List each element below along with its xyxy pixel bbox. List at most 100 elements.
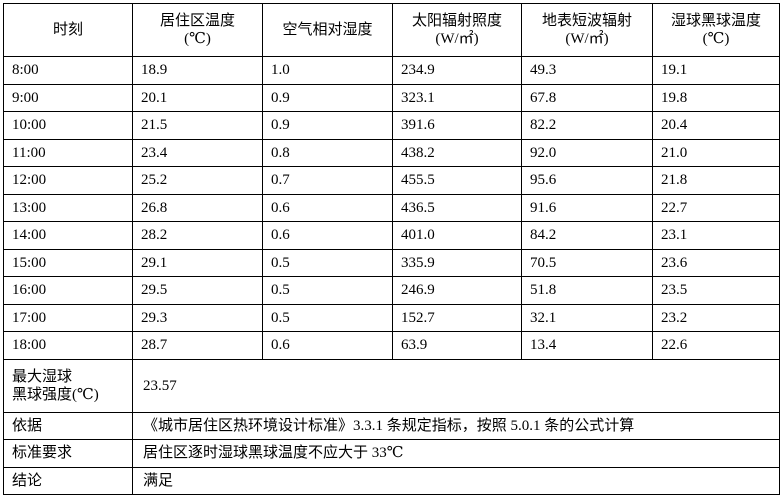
- table-cell: 0.6: [262, 193, 393, 222]
- header-cell: 湿球黑球温度 (℃): [652, 3, 780, 57]
- table-cell: 0.5: [262, 248, 393, 277]
- table-row: 13:00 26.8 0.6 436.5 91.6 22.7: [3, 193, 780, 222]
- summary-value: 《城市居住区热环境设计标准》3.3.1 条规定指标，按照 5.0.1 条的公式计…: [132, 411, 780, 440]
- table-cell: 455.5: [392, 166, 522, 195]
- table-cell: 246.9: [392, 276, 522, 305]
- table-cell: 67.8: [521, 83, 653, 112]
- table-cell: 29.5: [132, 276, 263, 305]
- table-cell: 335.9: [392, 248, 522, 277]
- table-cell: 22.6: [652, 331, 780, 360]
- table-cell: 28.7: [132, 331, 263, 360]
- cell-text: 时刻: [52, 22, 83, 38]
- table-cell: 21.0: [652, 138, 780, 167]
- cell-text: (W/㎡): [435, 31, 479, 47]
- summary-row: 依据 《城市居住区热环境设计标准》3.3.1 条规定指标，按照 5.0.1 条的公…: [3, 411, 780, 440]
- table-cell: 23.6: [652, 248, 780, 277]
- table-body: 8:00 18.9 1.0 234.9 49.3 19.1 9:00 20.1 0.9 323.1…: [3, 56, 780, 495]
- summary-label: 标准要求: [3, 439, 133, 468]
- table-cell: 25.2: [132, 166, 263, 195]
- table-row: 11:00 23.4 0.8 438.2 92.0 21.0: [3, 138, 780, 167]
- table-cell: 51.8: [521, 276, 653, 305]
- cell-text: (℃): [184, 31, 211, 47]
- table-cell: 0.8: [262, 138, 393, 167]
- table-cell: 18.9: [132, 56, 263, 85]
- summary-value: 满足: [132, 466, 780, 495]
- table-cell: 323.1: [392, 83, 522, 112]
- cell-text: (℃): [702, 31, 730, 47]
- cell-text: 标准要求: [12, 445, 73, 462]
- table-cell: 20.1: [132, 83, 263, 112]
- table-cell: 0.5: [262, 276, 393, 305]
- table-cell: 13.4: [521, 331, 653, 360]
- table-cell: 23.5: [652, 276, 780, 305]
- table-cell: 70.5: [521, 248, 653, 277]
- cell-text: 居住区温度: [159, 13, 235, 29]
- table-cell: 22.7: [652, 193, 780, 222]
- table-cell: 32.1: [521, 303, 653, 332]
- header-cell: 空气相对湿度: [262, 3, 393, 57]
- table-cell: 15:00: [3, 248, 133, 277]
- table-row: 14:00 28.2 0.6 401.0 84.2 23.1: [3, 221, 780, 250]
- summary-value: 23.57: [132, 358, 780, 413]
- cell-text: 空气相对湿度: [282, 22, 373, 38]
- header-cell: 地表短波辐射 (W/㎡): [521, 3, 653, 57]
- table-cell: 95.6: [521, 166, 653, 195]
- table-cell: 91.6: [521, 193, 653, 222]
- table-cell: 21.8: [652, 166, 780, 195]
- table-cell: 401.0: [392, 221, 522, 250]
- table-cell: 0.9: [262, 111, 393, 140]
- table-cell: 29.3: [132, 303, 263, 332]
- table-cell: 17:00: [3, 303, 133, 332]
- data-table: 时刻 居住区温度 (℃) 空气相对湿度 太阳辐射照度 (W/㎡) 地表短波辐射 (W/㎡) 湿球…: [3, 3, 780, 495]
- header-row: 时刻 居住区温度 (℃) 空气相对湿度 太阳辐射照度 (W/㎡) 地表短波辐射 (W/㎡) 湿球…: [3, 3, 780, 57]
- summary-row: 标准要求 居住区逐时湿球黑球温度不应大于 33℃: [3, 439, 780, 468]
- table-cell: 21.5: [132, 111, 263, 140]
- summary-label: 依据: [3, 411, 133, 440]
- table-cell: 28.2: [132, 221, 263, 250]
- cell-text: 最大湿球: [12, 368, 73, 385]
- table-cell: 82.2: [521, 111, 653, 140]
- summary-label: 结论: [3, 466, 133, 495]
- cell-text: 结论: [12, 472, 43, 489]
- header-cell: 时刻: [3, 3, 133, 57]
- table-cell: 26.8: [132, 193, 263, 222]
- summary-value: 居住区逐时湿球黑球温度不应大于 33℃: [132, 439, 780, 468]
- table-cell: 23.2: [652, 303, 780, 332]
- table-row: 12:00 25.2 0.7 455.5 95.6 21.8: [3, 166, 780, 195]
- table-cell: 0.6: [262, 221, 393, 250]
- table-cell: 1.0: [262, 56, 393, 85]
- table-cell: 436.5: [392, 193, 522, 222]
- table-cell: 84.2: [521, 221, 653, 250]
- cell-text: 依据: [12, 417, 43, 434]
- summary-row: 最大湿球 黑球强度(℃) 23.57: [3, 358, 780, 413]
- header-cell: 居住区温度 (℃): [132, 3, 263, 57]
- table-cell: 13:00: [3, 193, 133, 222]
- table-cell: 0.9: [262, 83, 393, 112]
- table-cell: 0.5: [262, 303, 393, 332]
- table-row: 17:00 29.3 0.5 152.7 32.1 23.2: [3, 303, 780, 332]
- table-cell: 10:00: [3, 111, 133, 140]
- cell-text: 黑球强度(℃): [12, 386, 99, 403]
- table-row: 9:00 20.1 0.9 323.1 67.8 19.8: [3, 83, 780, 112]
- table-cell: 0.6: [262, 331, 393, 360]
- cell-text: (W/㎡): [565, 31, 609, 47]
- table-cell: 23.1: [652, 221, 780, 250]
- table-cell: 9:00: [3, 83, 133, 112]
- cell-text: 地表短波辐射: [541, 13, 632, 29]
- table-row: 15:00 29.1 0.5 335.9 70.5 23.6: [3, 248, 780, 277]
- table-cell: 29.1: [132, 248, 263, 277]
- table-row: 16:00 29.5 0.5 246.9 51.8 23.5: [3, 276, 780, 305]
- table-cell: 152.7: [392, 303, 522, 332]
- table-cell: 11:00: [3, 138, 133, 167]
- summary-label: 最大湿球 黑球强度(℃): [3, 358, 133, 413]
- table-row: 18:00 28.7 0.6 63.9 13.4 22.6: [3, 331, 780, 360]
- table-cell: 391.6: [392, 111, 522, 140]
- cell-text: 太阳辐射照度: [411, 13, 502, 29]
- table-cell: 16:00: [3, 276, 133, 305]
- table-cell: 14:00: [3, 221, 133, 250]
- table-row: 10:00 21.5 0.9 391.6 82.2 20.4: [3, 111, 780, 140]
- table-row: 8:00 18.9 1.0 234.9 49.3 19.1: [3, 56, 780, 85]
- table-cell: 63.9: [392, 331, 522, 360]
- table-cell: 23.4: [132, 138, 263, 167]
